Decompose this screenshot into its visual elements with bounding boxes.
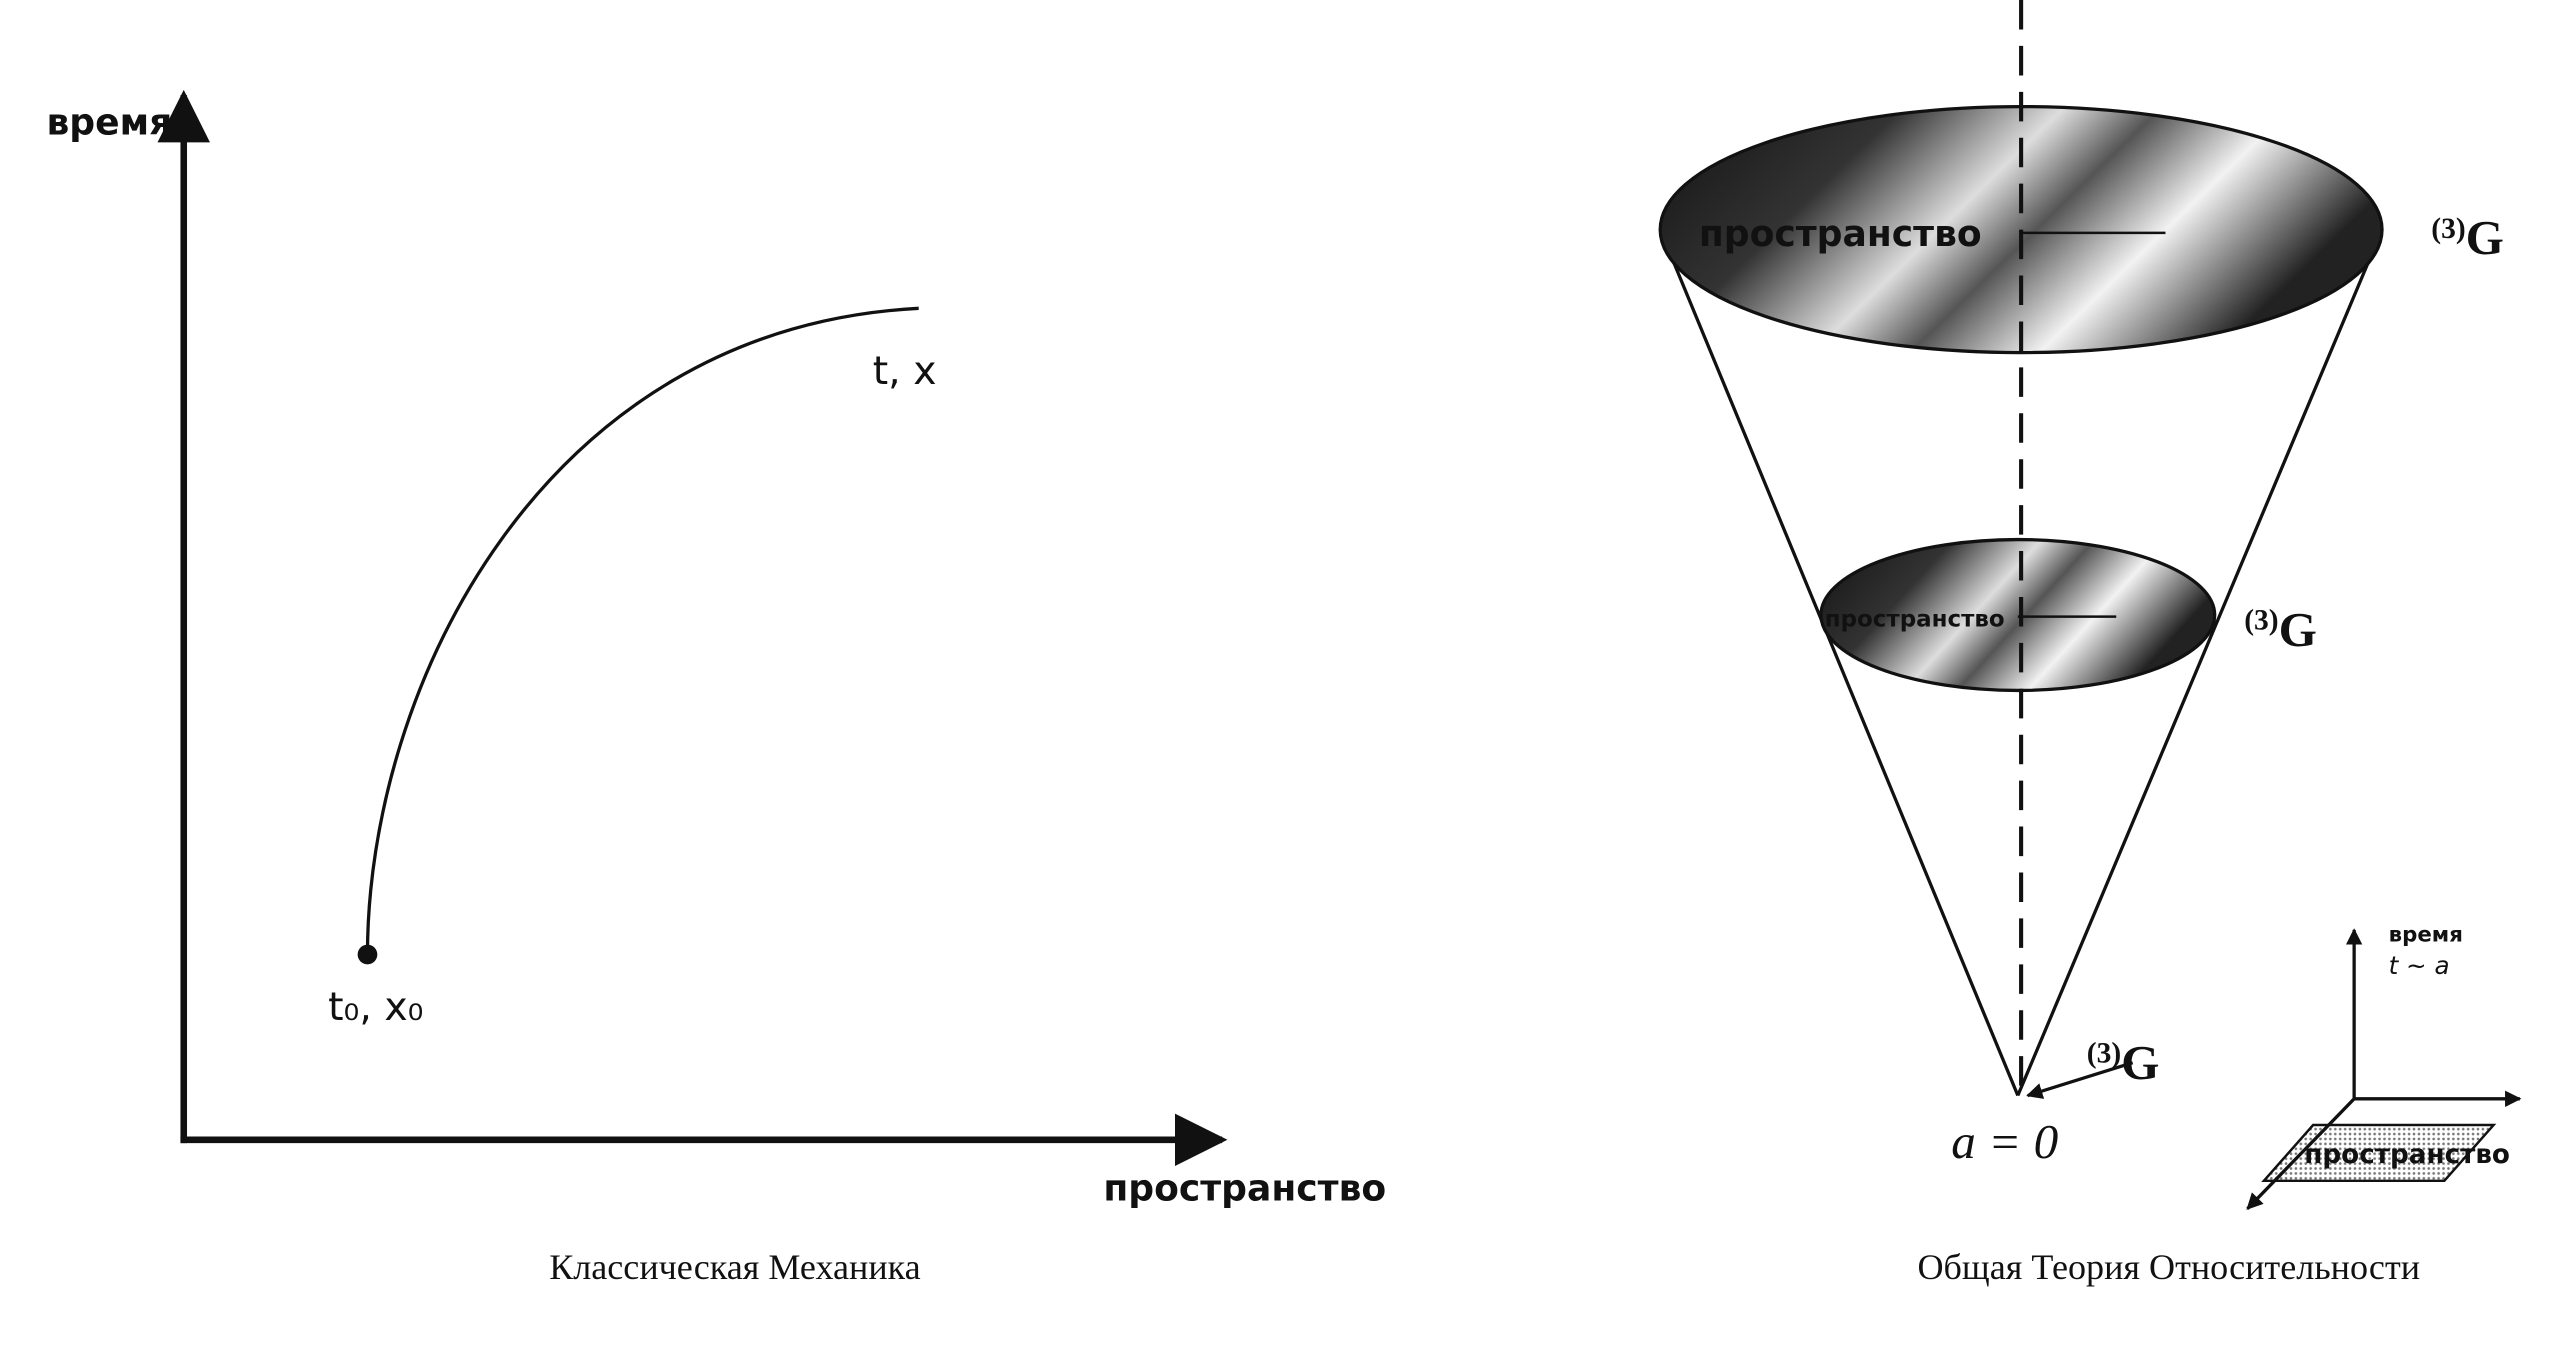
caption: Классическая Механика	[549, 1247, 920, 1287]
end-label: t, x	[873, 348, 937, 394]
inset-axes: время t ~ a пространство	[2246, 922, 2522, 1210]
cone-edge	[2016, 228, 2384, 1097]
g-sup: (3)	[2244, 605, 2278, 637]
small-slice	[1819, 537, 2217, 693]
start-label: t₀, x₀	[328, 984, 423, 1030]
space-plane	[2261, 1123, 2497, 1183]
inset-space-label: пространство	[2304, 1140, 2510, 1170]
classical-diagram: время t, x t₀, x₀ пространство Классичес…	[46, 89, 1386, 1287]
g-sup: (3)	[2431, 213, 2465, 245]
g-label: (3)G	[2244, 602, 2317, 657]
g-main: G	[2466, 210, 2504, 265]
slice-label: пространство	[1825, 606, 2005, 632]
inset-y-axis	[2246, 1097, 2356, 1210]
time-label: время	[46, 101, 172, 143]
inset-time-label: время	[2389, 922, 2463, 947]
space-label: пространство	[1103, 1167, 1386, 1209]
g-label: (3)G	[2087, 1035, 2160, 1090]
g-main: G	[2121, 1035, 2159, 1090]
start-point	[357, 944, 378, 965]
cone-edge	[1658, 228, 2020, 1097]
g-label: (3)G	[2431, 210, 2504, 265]
caption: Общая Теория Относительности	[1917, 1247, 2420, 1287]
g-sup: (3)	[2087, 1038, 2121, 1070]
slice-label: пространство	[1699, 213, 1982, 255]
g-main: G	[2279, 602, 2317, 657]
relativity-diagram: пространство пространство (3)G (3)G (3)G…	[1658, 0, 2522, 1287]
trajectory	[365, 306, 919, 955]
origin-label: a = 0	[1951, 1114, 2058, 1169]
g-arrow	[2026, 1061, 2134, 1099]
inset-relation: t ~ a	[2389, 951, 2450, 980]
